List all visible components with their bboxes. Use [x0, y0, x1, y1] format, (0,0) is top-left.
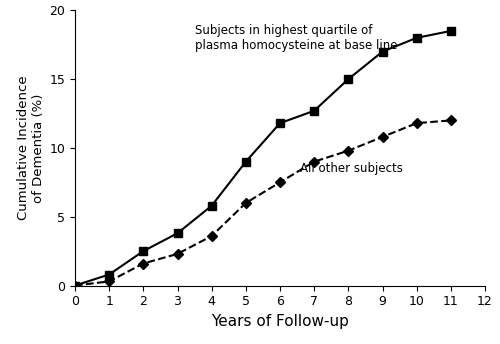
X-axis label: Years of Follow-up: Years of Follow-up [211, 314, 349, 329]
Text: All other subjects: All other subjects [300, 162, 404, 175]
Text: Subjects in highest quartile of
plasma homocysteine at base line: Subjects in highest quartile of plasma h… [194, 24, 397, 52]
Y-axis label: Cumulative Incidence
of Dementia (%): Cumulative Incidence of Dementia (%) [17, 76, 45, 220]
